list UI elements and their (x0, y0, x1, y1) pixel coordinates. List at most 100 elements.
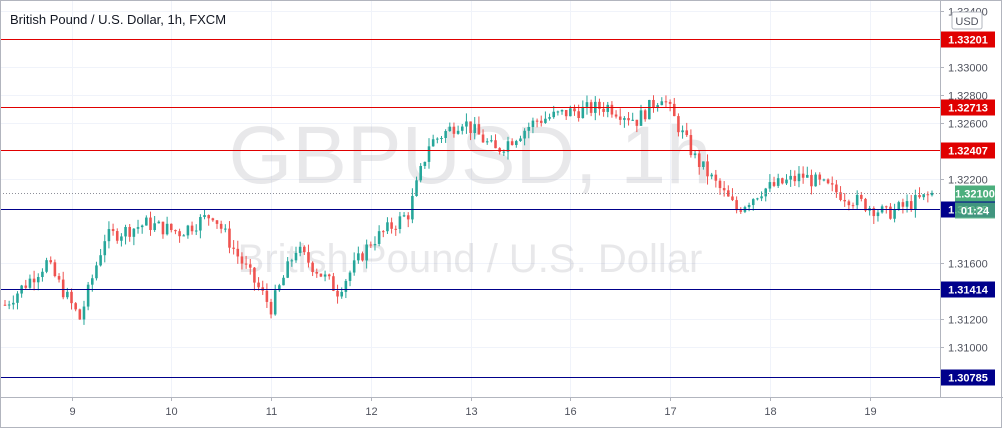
time-tick-label: 12 (365, 406, 377, 418)
candle (12, 295, 15, 310)
candle (693, 150, 697, 159)
candle (685, 122, 689, 137)
candle (835, 180, 838, 198)
candle (914, 189, 917, 218)
candle (735, 196, 738, 214)
level-labels: 1.332011.327131.324071.319851.314141.307… (941, 31, 995, 386)
candle (74, 302, 77, 312)
candle (153, 216, 156, 232)
candle (7, 300, 11, 310)
candle (361, 251, 364, 262)
candle (352, 252, 356, 276)
candle (623, 116, 626, 128)
candle (298, 241, 302, 257)
candle (91, 274, 94, 292)
candle (16, 291, 19, 310)
candle (851, 202, 855, 209)
candle (411, 188, 414, 224)
candle (303, 245, 306, 256)
candle (431, 134, 435, 147)
candle (244, 255, 248, 269)
level-lines (0, 39, 940, 378)
candle (639, 104, 643, 126)
candle (465, 113, 468, 134)
candle (115, 228, 119, 244)
level-label-support: 1.30785 (941, 369, 995, 386)
candle (282, 275, 285, 286)
candle (240, 252, 244, 270)
candle (203, 209, 206, 220)
candle (232, 240, 235, 255)
price-axis[interactable]: 1.310001.312001.316001.322001.326001.328… (940, 7, 988, 355)
candle (444, 129, 447, 143)
candle (157, 220, 161, 224)
candle (585, 95, 589, 115)
candle (236, 240, 240, 264)
candle (82, 300, 86, 325)
candle (369, 241, 373, 248)
watermark: GBPUSD, 1h British Pound / U.S. Dollar (228, 110, 711, 281)
candle (519, 135, 522, 142)
candle (606, 101, 610, 118)
candle (560, 109, 564, 115)
candle (822, 178, 826, 182)
candle (145, 215, 148, 226)
candle (190, 221, 194, 235)
candle (627, 112, 630, 126)
candle (319, 273, 323, 278)
time-axis[interactable]: 9 10 11 12 13 16 17 18 19 (69, 397, 877, 418)
candle (635, 119, 639, 133)
svg-text:1.33201: 1.33201 (948, 35, 988, 47)
candle (702, 161, 705, 170)
candle (186, 224, 190, 239)
candle (614, 110, 618, 119)
price-tick-label: 1.32200 (948, 175, 988, 187)
candle (843, 193, 846, 207)
candle (602, 102, 605, 117)
candle (269, 298, 273, 319)
candle (581, 100, 585, 119)
candle (506, 136, 510, 160)
candle (348, 270, 352, 287)
candle (165, 216, 169, 236)
candle (24, 279, 28, 290)
candle (922, 194, 925, 201)
candle (36, 273, 40, 291)
candle (149, 211, 152, 236)
candle (785, 174, 788, 186)
candle (668, 99, 672, 112)
currency-badge[interactable]: USD (951, 11, 983, 30)
candle (402, 212, 406, 218)
price-tick-label: 1.31200 (948, 315, 988, 327)
candle (789, 169, 792, 187)
candle (53, 259, 57, 278)
price-tick-label: 1.31600 (948, 259, 988, 271)
candle (20, 284, 23, 298)
candle (253, 267, 256, 291)
candle (394, 225, 398, 236)
candle (257, 277, 260, 291)
candle (228, 221, 231, 254)
candle (714, 169, 718, 188)
candle (469, 121, 472, 141)
candle (544, 111, 547, 124)
candle (182, 233, 186, 237)
candle (128, 223, 131, 242)
svg-text:01:24: 01:24 (961, 206, 990, 218)
candle (398, 211, 402, 234)
candle (510, 138, 514, 146)
candle (490, 135, 493, 143)
candle (681, 125, 684, 139)
candle (3, 300, 7, 306)
candle (710, 172, 713, 180)
candle (727, 185, 730, 197)
candle (199, 214, 202, 239)
candle (810, 169, 813, 195)
candle (452, 122, 456, 138)
price-tick-label: 1.33000 (948, 63, 988, 75)
candle (901, 198, 905, 214)
price-tick-label: 1.31000 (948, 343, 988, 355)
candle (248, 258, 252, 275)
candle (485, 138, 489, 145)
